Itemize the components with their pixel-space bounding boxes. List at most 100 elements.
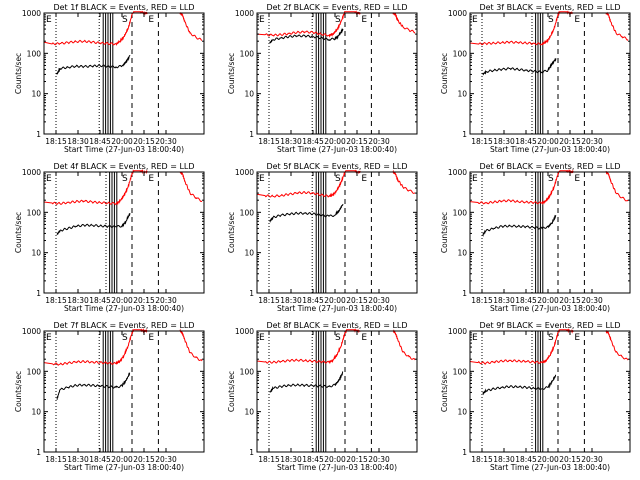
marker-s: S (335, 174, 341, 184)
marker-e-left: E (46, 333, 52, 343)
x-tick-label: 18:30 (280, 455, 302, 464)
subplot-title: Det 5f BLACK = Events, RED = LLD (266, 162, 407, 171)
x-tick-label: 18:15 (45, 455, 67, 464)
x-axis-label: Start Time (27-Jun-03 18:00:40) (490, 304, 610, 313)
marker-e: E (361, 15, 367, 25)
x-tick-label: 20:00 (111, 455, 133, 464)
y-tick-label: 100 (240, 208, 255, 217)
series-line-lld (256, 10, 416, 38)
x-tick-label: 20:30 (581, 137, 603, 146)
y-tick-label: 1 (36, 289, 41, 298)
subplot-4: Det 4f BLACK = Events, RED = LLD 1 10 100 10… (14, 162, 205, 313)
y-axis-label: Counts/sec (227, 212, 236, 253)
x-tick-label: 18:45 (302, 296, 324, 305)
x-tick-label: 20:15 (133, 296, 155, 305)
x-tick-label: 18:15 (258, 137, 280, 146)
x-axis-label: Start Time (27-Jun-03 18:00:40) (64, 145, 184, 154)
y-tick-label: 1 (462, 130, 467, 139)
marker-s: S (335, 333, 341, 343)
x-axis-label: Start Time (27-Jun-03 18:00:40) (64, 304, 184, 313)
x-tick-label: 20:00 (537, 296, 559, 305)
x-tick-label: 20:15 (346, 455, 368, 464)
subplot-6: Det 6f BLACK = Events, RED = LLD 1 10 100 10… (440, 162, 631, 313)
y-tick-label: 1 (249, 130, 254, 139)
subplot-title: Det 8f BLACK = Events, RED = LLD (266, 321, 407, 330)
y-tick-label: 100 (240, 367, 255, 376)
x-tick-label: 20:00 (111, 296, 133, 305)
x-tick-label: 20:00 (537, 455, 559, 464)
y-tick-label: 10 (244, 408, 254, 417)
marker-e-left: E (259, 333, 265, 343)
x-tick-label: 20:00 (111, 137, 133, 146)
x-axis-label: Start Time (27-Jun-03 18:00:40) (490, 463, 610, 472)
y-tick-label: 1 (462, 289, 467, 298)
x-tick-label: 18:30 (493, 137, 515, 146)
y-tick-label: 100 (27, 49, 42, 58)
plot-frame (469, 12, 631, 135)
series-line-events (269, 203, 344, 223)
x-tick-label: 18:45 (302, 455, 324, 464)
marker-e: E (574, 174, 580, 184)
plot-frame (256, 330, 418, 453)
plot-frame (43, 171, 205, 294)
y-axis-label: Counts/sec (440, 53, 449, 94)
y-tick-label: 100 (27, 367, 42, 376)
x-tick-label: 20:30 (155, 296, 177, 305)
y-axis-label: Counts/sec (227, 53, 236, 94)
series-line-lld (469, 169, 629, 206)
y-tick-label: 10 (31, 90, 41, 99)
y-tick-label: 1000 (448, 9, 467, 18)
x-tick-label: 20:15 (346, 296, 368, 305)
y-tick-label: 1000 (22, 327, 41, 336)
marker-s: S (122, 15, 128, 25)
series-line-lld (43, 10, 203, 46)
x-tick-label: 18:30 (67, 296, 89, 305)
x-tick-label: 18:15 (258, 296, 280, 305)
x-tick-label: 18:15 (471, 137, 493, 146)
x-tick-label: 18:45 (515, 296, 537, 305)
marker-e: E (361, 333, 367, 343)
series-line-events (56, 54, 131, 75)
marker-s: S (548, 174, 554, 184)
x-tick-label: 18:15 (471, 455, 493, 464)
y-tick-label: 1000 (235, 327, 254, 336)
subplot-title: Det 4f BLACK = Events, RED = LLD (53, 162, 194, 171)
marker-e-left: E (472, 15, 478, 25)
y-tick-label: 10 (244, 90, 254, 99)
y-axis-label: Counts/sec (440, 212, 449, 253)
x-tick-label: 20:00 (537, 137, 559, 146)
series-line-events (482, 214, 557, 237)
subplot-5: Det 5f BLACK = Events, RED = LLD 1 10 100 10… (227, 162, 418, 313)
y-tick-label: 10 (31, 249, 41, 258)
x-tick-label: 18:15 (258, 455, 280, 464)
marker-e-left: E (46, 174, 52, 184)
subplot-title: Det 9f BLACK = Events, RED = LLD (479, 321, 620, 330)
y-tick-label: 100 (453, 49, 468, 58)
plot-frame (256, 171, 418, 294)
x-tick-label: 20:30 (368, 296, 390, 305)
x-tick-label: 20:30 (155, 455, 177, 464)
series-line-events (269, 371, 344, 393)
marker-e: E (148, 174, 154, 184)
marker-e-left: E (259, 174, 265, 184)
y-tick-label: 1000 (22, 168, 41, 177)
marker-s: S (548, 333, 554, 343)
plot-frame (43, 330, 205, 453)
x-tick-label: 18:45 (89, 296, 111, 305)
y-axis-label: Counts/sec (440, 371, 449, 412)
x-tick-label: 18:30 (493, 296, 515, 305)
plot-frame (469, 330, 631, 453)
y-tick-label: 10 (457, 249, 467, 258)
y-axis-label: Counts/sec (14, 53, 23, 94)
x-axis-label: Start Time (27-Jun-03 18:00:40) (277, 463, 397, 472)
y-tick-label: 1 (36, 130, 41, 139)
x-axis-label: Start Time (27-Jun-03 18:00:40) (277, 145, 397, 154)
series-line-events (56, 372, 131, 400)
marker-e: E (574, 333, 580, 343)
subplot-2: Det 2f BLACK = Events, RED = LLD 1 10 100 10… (227, 3, 418, 154)
series-line-lld (469, 328, 629, 365)
y-tick-label: 1 (462, 448, 467, 457)
y-tick-label: 100 (240, 49, 255, 58)
